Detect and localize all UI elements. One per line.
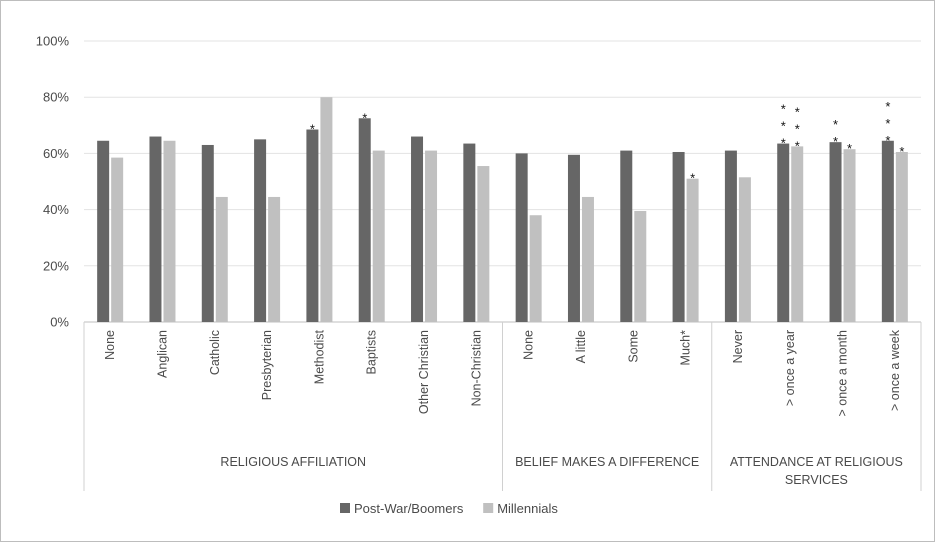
- significance-star: *: [847, 141, 852, 156]
- bar: [567, 154, 580, 322]
- significance-stars: * * * * * * * * * * * * * * * *: [310, 99, 905, 186]
- significance-star: *: [781, 136, 786, 151]
- significance-star: *: [885, 133, 890, 148]
- x-category-label: > once a year: [783, 330, 797, 406]
- group-label: SERVICES: [785, 473, 848, 487]
- bar: [686, 178, 699, 322]
- bar: [163, 140, 176, 322]
- x-category-label: Some: [626, 330, 640, 363]
- x-category-label: Anglican: [155, 330, 169, 378]
- bar: [463, 143, 476, 322]
- bar: [201, 144, 214, 322]
- significance-star: *: [690, 171, 695, 186]
- significance-star: *: [781, 102, 786, 117]
- bar: [895, 151, 908, 322]
- bar: [372, 150, 385, 322]
- bar: [411, 136, 424, 322]
- legend-entry: Millennials: [497, 501, 558, 516]
- x-category-label: > once a month: [836, 330, 850, 417]
- x-category-label: Much*: [679, 330, 693, 366]
- significance-star: *: [885, 116, 890, 131]
- y-tick-label: 40%: [43, 202, 69, 217]
- x-category-label: Catholic: [208, 330, 222, 375]
- x-category-label: Presbyterian: [260, 330, 274, 400]
- bar: [843, 149, 856, 322]
- legend-entry: Post-War/Boomers: [354, 501, 464, 516]
- group-label: ATTENDANCE AT RELIGIOUS: [730, 455, 903, 469]
- legend: Post-War/Boomers Millennials: [340, 501, 558, 516]
- significance-star: *: [885, 99, 890, 114]
- y-tick-label: 0%: [50, 315, 69, 330]
- bar: [738, 177, 751, 322]
- significance-star: *: [833, 117, 838, 132]
- y-tick-label: 60%: [43, 146, 69, 161]
- significance-star: *: [310, 122, 315, 137]
- bar: [149, 136, 162, 322]
- bar: [515, 153, 528, 322]
- y-tick-label: 100%: [36, 34, 70, 49]
- bar: [254, 139, 267, 322]
- bar: [672, 151, 685, 322]
- y-tick-label: 80%: [43, 90, 69, 105]
- bars: [97, 97, 908, 323]
- bar: [306, 129, 319, 322]
- significance-star: *: [899, 144, 904, 159]
- bar: [634, 211, 647, 322]
- x-category-label: None: [103, 330, 117, 360]
- significance-star: *: [795, 104, 800, 119]
- bar: [97, 140, 110, 322]
- significance-star: *: [833, 134, 838, 149]
- bar: [268, 196, 281, 322]
- bar: [829, 142, 842, 322]
- x-category-label: Never: [731, 330, 745, 363]
- bar: [620, 150, 633, 322]
- x-category-label: None: [522, 330, 536, 360]
- bar: [320, 97, 333, 322]
- bar: [881, 140, 894, 322]
- significance-star: *: [795, 121, 800, 136]
- x-category-label: A little: [574, 330, 588, 363]
- bar: [111, 157, 124, 322]
- x-category-label: Baptists: [365, 330, 379, 374]
- bar: [581, 196, 594, 322]
- legend-swatch: [483, 503, 494, 513]
- bar: [425, 150, 438, 322]
- group-label: BELIEF MAKES A DIFFERENCE: [515, 455, 699, 469]
- bar: [777, 143, 790, 322]
- significance-star: *: [795, 138, 800, 153]
- bar: [529, 215, 542, 322]
- x-axis: None Anglican Catholic Presbyterian Methodis…: [83, 322, 922, 491]
- group-label: RELIGIOUS AFFILIATION: [220, 455, 366, 469]
- y-tick-label: 20%: [43, 258, 69, 273]
- bar: [358, 118, 371, 323]
- significance-star: *: [362, 110, 367, 125]
- bar: [724, 150, 737, 322]
- significance-star: *: [781, 119, 786, 134]
- x-category-label: Other Christian: [417, 330, 431, 414]
- y-axis-tick-labels: 0% 20% 40% 60% 80% 100%: [36, 34, 70, 330]
- x-category-label: > once a week: [888, 329, 902, 411]
- bar: [215, 196, 228, 322]
- x-category-label: Methodist: [312, 329, 326, 384]
- bar: [791, 146, 804, 322]
- bar: [477, 166, 490, 322]
- x-category-label: Non-Christian: [469, 330, 483, 406]
- legend-swatch: [340, 503, 350, 513]
